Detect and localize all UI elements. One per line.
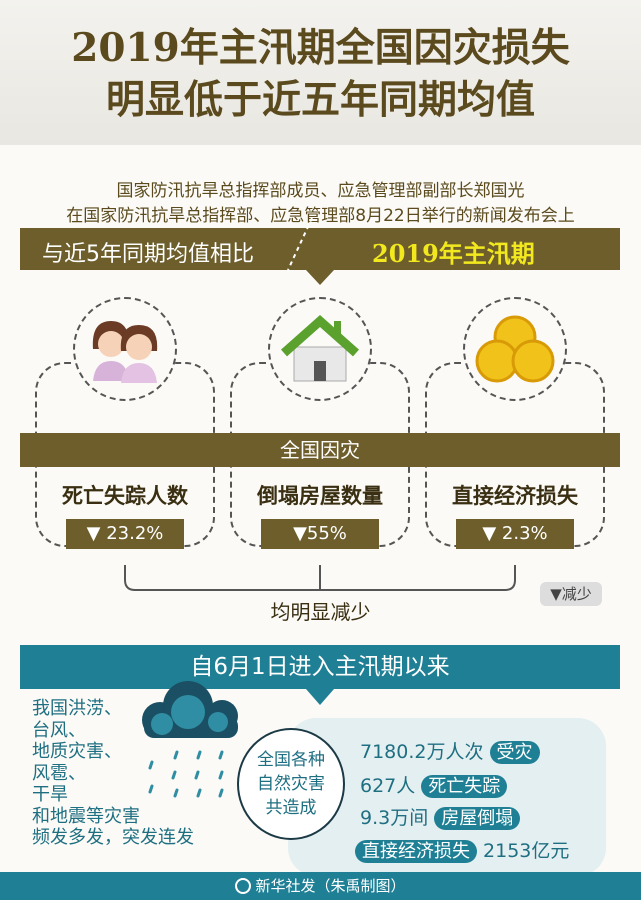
stat-row: 7180.2万人次 受灾 — [360, 737, 540, 764]
metric-label: 死亡失踪人数 — [62, 484, 188, 508]
people-icon — [73, 297, 177, 401]
disaster-list: 我国洪涝、 台风、 地质灾害、 风雹、 干旱 和地震等灾害 频发多发，突发连发 — [32, 698, 194, 848]
xinhua-logo-icon — [235, 878, 252, 894]
pointer-triangle — [306, 689, 334, 705]
summary-text: 均明显减少 — [270, 600, 371, 624]
stat-row: 直接经济损失 2153亿元 — [355, 836, 569, 863]
since-band: 自6月1日进入主汛期以来 — [20, 645, 620, 689]
metric-value: ▼55% — [261, 519, 379, 549]
metric-label: 直接经济损失 — [452, 484, 578, 508]
house-icon — [268, 297, 372, 401]
bracket-lines — [124, 565, 516, 591]
legend-badge: ▼减少 — [540, 582, 602, 606]
page-title: 2019年主汛期全国因灾损失 明显低于近五年同期均值 — [0, 0, 641, 145]
stat-row: 9.3万间 房屋倒塌 — [360, 803, 521, 830]
pointer-triangle — [306, 270, 334, 285]
rain-cloud-icon — [142, 681, 238, 798]
dashed-divider — [287, 218, 313, 271]
footer: 新华社发（朱禹制图） — [0, 872, 641, 900]
metric-value: ▼ 23.2% — [66, 519, 184, 549]
subtitle-line1: 国家防汛抗旱总指挥部成员、应急管理部副部长郑国光 — [116, 181, 525, 201]
compare-band: 与近5年同期均值相比 2019年主汛期 — [20, 218, 620, 271]
metric-value: ▼ 2.3% — [456, 519, 574, 549]
stat-row: 627人 死亡失踪 — [360, 771, 508, 798]
metric-label: 倒塌房屋数量 — [257, 484, 383, 508]
national-band: 全国因灾 — [20, 433, 620, 467]
circle-label: 全国各种 自然灾害 共造成 — [237, 728, 345, 840]
subtitle-line2: 在国家防汛抗旱总指挥部、应急管理部8月22日举行的新闻发布会上 — [66, 206, 575, 226]
coins-icon — [463, 297, 567, 401]
